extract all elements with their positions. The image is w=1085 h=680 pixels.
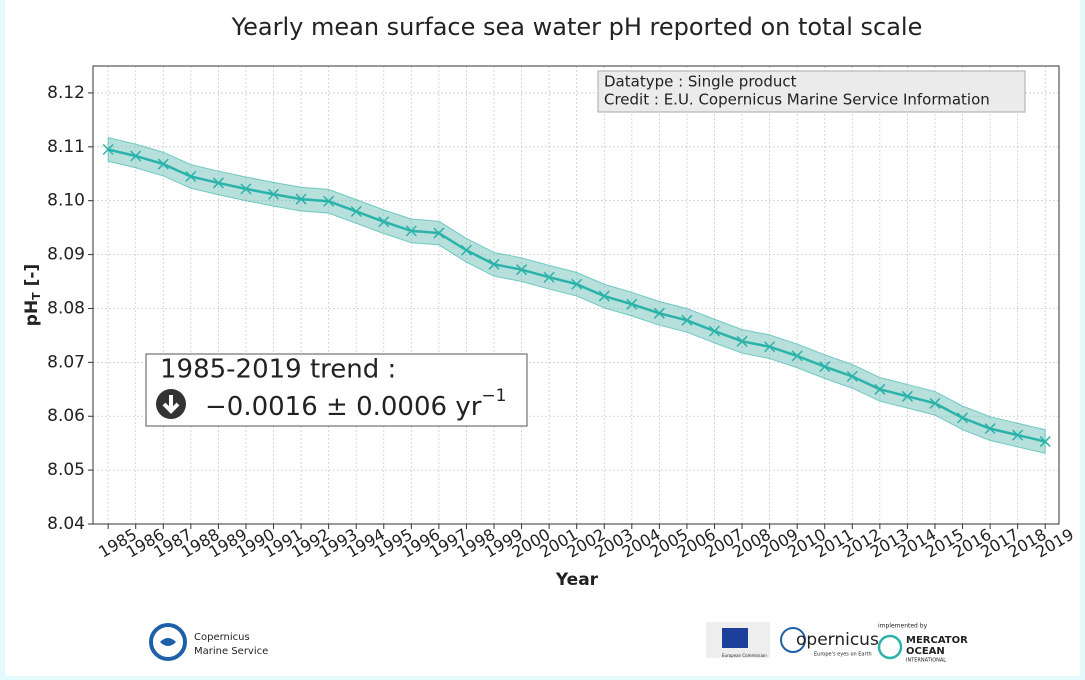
- y-axis-label: pHT [-]: [22, 264, 43, 326]
- cms-emblem: [149, 623, 187, 661]
- marker: [626, 298, 638, 310]
- marker: [295, 193, 307, 205]
- marker: [378, 216, 390, 228]
- logo-text: opernicus: [796, 630, 879, 650]
- logo-text: MERCATOR: [906, 635, 968, 646]
- logo-text: Marine Service: [194, 646, 268, 657]
- marker: [1039, 436, 1051, 448]
- y-tick-label: 8.12: [47, 83, 85, 103]
- marker: [571, 278, 583, 290]
- marker: [901, 390, 913, 402]
- uncertainty-band: [107, 137, 1046, 455]
- marker: [653, 307, 665, 319]
- marker: [984, 423, 996, 435]
- info-line: Datatype : Single product: [604, 73, 797, 91]
- marker: [708, 325, 721, 337]
- marker: [791, 350, 803, 362]
- marker: [323, 195, 335, 207]
- marker: [764, 341, 776, 353]
- eu-flag: [722, 628, 748, 648]
- trend-arrow: [162, 395, 180, 414]
- info-box: [597, 70, 1026, 113]
- marker: [212, 177, 224, 189]
- y-tick-label: 8.11: [47, 137, 85, 157]
- x-axis-label: Year: [555, 570, 599, 590]
- marker: [460, 244, 472, 256]
- copernicus-c: [780, 627, 806, 653]
- marker: [185, 170, 197, 182]
- marker: [405, 225, 417, 237]
- y-tick-label: 8.07: [47, 352, 85, 372]
- marker: [543, 271, 555, 283]
- marker: [157, 158, 169, 170]
- logo-text: European Commission: [722, 653, 767, 658]
- info-line: Credit : E.U. Copernicus Marine Service …: [604, 91, 990, 109]
- marker: [846, 370, 858, 382]
- logo-text: implemented by: [878, 623, 928, 630]
- cms-fish: [160, 638, 176, 646]
- trend-title: 1985-2019 trend :: [160, 355, 396, 385]
- logo-text: OCEAN: [906, 646, 945, 657]
- logo-text: Copernicus: [194, 632, 250, 643]
- y-tick-label: 8.05: [47, 460, 85, 480]
- y-tick-label: 8.06: [47, 406, 85, 426]
- plot-frame: [92, 65, 1060, 525]
- trend-value: −0.0016 ± 0.0006 yr−1: [205, 386, 506, 422]
- y-tick-label: 8.04: [47, 514, 85, 534]
- marker: [598, 290, 610, 302]
- trend-box: [145, 353, 528, 427]
- marker: [1012, 429, 1024, 441]
- y-tick-label: 8.10: [47, 191, 85, 211]
- marker: [350, 205, 362, 218]
- mercator-emblem: [877, 634, 903, 660]
- marker: [267, 188, 280, 200]
- marker: [433, 227, 445, 239]
- marker: [240, 183, 252, 195]
- logo-text: INTERNATIONAL: [906, 658, 946, 664]
- marker: [681, 314, 693, 326]
- background: [5, 0, 1080, 676]
- marker: [736, 335, 748, 347]
- chart-title: Yearly mean surface sea water pH reporte…: [231, 13, 923, 41]
- marker: [929, 397, 941, 409]
- y-tick-label: 8.09: [47, 245, 85, 265]
- logo-text: Europe's eyes on Earth: [814, 652, 872, 658]
- y-tick-label: 8.08: [47, 298, 85, 318]
- marker: [130, 150, 142, 162]
- marker: [957, 412, 969, 424]
- marker: [874, 383, 886, 395]
- marker: [488, 258, 500, 270]
- marker: [516, 264, 528, 276]
- marker: [819, 361, 831, 373]
- marker: [102, 143, 114, 156]
